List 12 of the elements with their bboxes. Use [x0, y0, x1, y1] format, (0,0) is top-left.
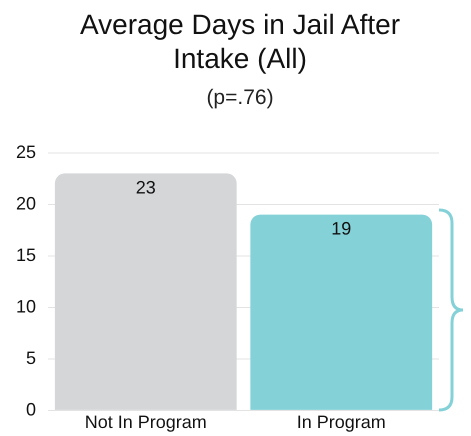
chart-subtitle: (p=.76) — [205, 86, 275, 110]
y-tick-label: 0 — [26, 399, 36, 420]
y-tick-label: 10 — [16, 296, 36, 316]
y-tick-label: 15 — [16, 244, 36, 265]
y-tick-label: 20 — [16, 193, 36, 214]
y-tick-label: 25 — [16, 142, 36, 162]
y-tick-label: 5 — [26, 348, 36, 368]
data-label: 19 — [331, 218, 352, 239]
chart-title: Average Days in Jail After Intake (All) — [78, 8, 402, 76]
x-tick-label: Not In Program — [84, 412, 207, 432]
data-label: 23 — [136, 177, 156, 198]
x-tick-label: In Program — [296, 412, 386, 432]
